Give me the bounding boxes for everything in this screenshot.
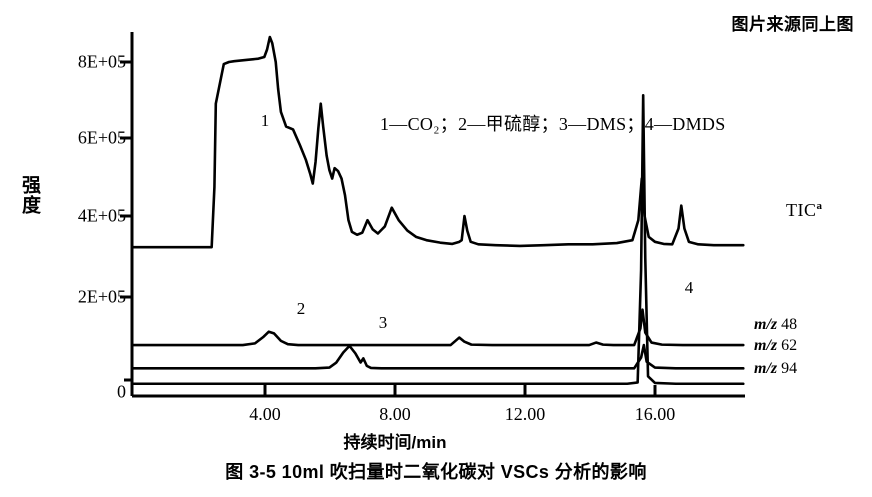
- y-tick-label: 0: [117, 381, 126, 402]
- y-tick-label: 8E+05: [77, 51, 126, 72]
- mz-prefix: m/z: [754, 316, 778, 333]
- axis-lines: [130, 32, 745, 398]
- y-axis-title: 强度: [19, 175, 40, 215]
- trace-label-mz62: m/z 62: [754, 337, 797, 355]
- trace-label-tic: TICa: [786, 200, 823, 221]
- mz-value: 48: [781, 316, 798, 333]
- tic-text: TIC: [786, 200, 817, 220]
- trace-label-mz48: m/z 48: [754, 316, 797, 334]
- y-axis-ticks: [120, 60, 132, 382]
- mz-prefix: m/z: [754, 360, 778, 377]
- source-note: 图片来源同上图: [731, 15, 854, 34]
- x-tick-4: 4.00: [249, 404, 281, 424]
- x-tick-12: 12.00: [504, 404, 546, 424]
- trace-tic: [132, 35, 745, 249]
- peak-label-1: 1: [260, 111, 270, 130]
- peak-label-4: 4: [684, 278, 694, 297]
- x-tick-16: 16.00: [634, 404, 676, 424]
- x-tick-8: 8.00: [379, 404, 411, 424]
- peak-legend: 1—CO₂；2—甲硫醇；3—DMS；4—DMDS: [380, 114, 726, 134]
- x-axis-ticks: [263, 385, 657, 396]
- peak-label-2: 2: [296, 299, 306, 318]
- figure-caption: 图 3-5 10ml 吹扫量时二氧化碳对 VSCs 分析的影响: [225, 462, 647, 482]
- tic-footnote-marker: a: [816, 200, 823, 212]
- y-tick-label: 6E+05: [77, 127, 126, 148]
- trace-paths: [132, 35, 745, 386]
- trace-label-mz94: m/z 94: [754, 360, 797, 378]
- mz-value: 94: [781, 360, 798, 377]
- y-tick-label: 2E+05: [77, 286, 126, 307]
- trace-mz94: [132, 94, 745, 386]
- x-axis-title: 持续时间/min: [343, 433, 447, 452]
- mz-prefix: m/z: [754, 337, 778, 354]
- trace-mz62: [132, 343, 745, 370]
- y-tick-label: 4E+05: [77, 205, 126, 226]
- peak-label-3: 3: [378, 313, 388, 332]
- mz-value: 62: [781, 337, 798, 354]
- trace-mz48: [132, 308, 745, 347]
